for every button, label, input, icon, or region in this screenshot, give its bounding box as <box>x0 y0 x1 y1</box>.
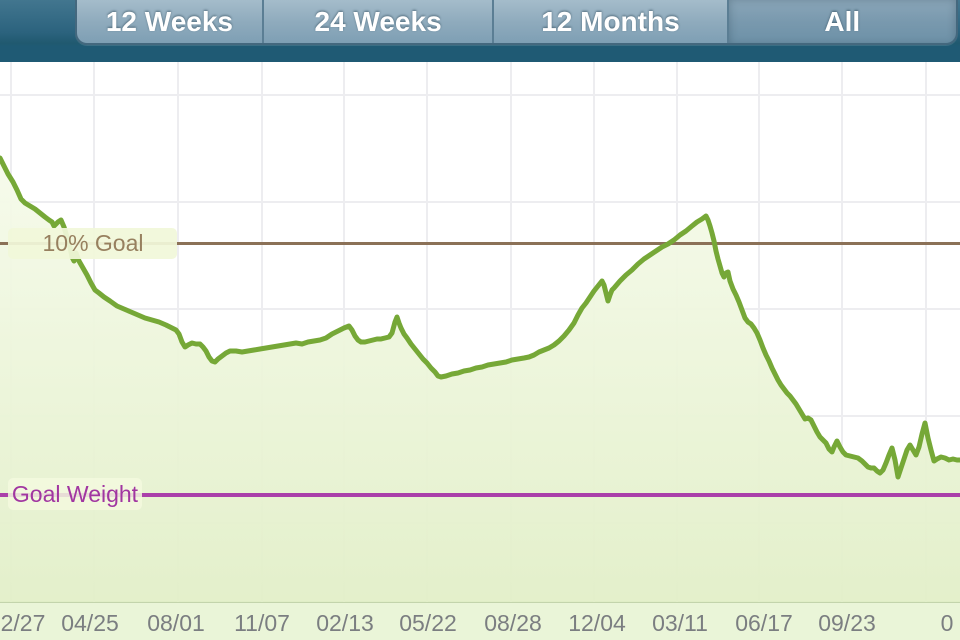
tab-12-months[interactable]: 12 Months <box>494 0 729 43</box>
x-axis-label: 12/04 <box>568 610 626 636</box>
time-range-bar: 12 Weeks 24 Weeks 12 Months All <box>0 0 960 62</box>
goal-weight-badge-bg <box>8 478 142 510</box>
tab-12-weeks[interactable]: 12 Weeks <box>77 0 264 43</box>
x-axis-label: 11/07 <box>234 610 290 636</box>
x-axis-label: 08/01 <box>147 610 205 636</box>
x-axis-label: 05/22 <box>399 610 457 636</box>
x-axis-label: 04/25 <box>61 610 119 636</box>
x-axis-label: 0 <box>940 610 954 636</box>
tab-all[interactable]: All <box>728 0 956 43</box>
x-axis-label: 08/28 <box>484 610 542 636</box>
ten-percent-goal-badge: 10% Goal <box>8 228 177 259</box>
ten-percent-goal-badge-bg <box>8 228 177 259</box>
x-axis-label: 2/27 <box>0 610 46 636</box>
tab-label: 12 Months <box>541 6 680 37</box>
ten-percent-goal-label: 10% Goal <box>42 230 143 256</box>
goal-weight-label: Goal Weight <box>12 481 139 507</box>
tab-label: 24 Weeks <box>314 6 442 37</box>
time-range-segmented-control: 12 Weeks 24 Weeks 12 Months All <box>75 0 958 45</box>
tab-label: All <box>824 6 861 37</box>
tab-24-weeks[interactable]: 24 Weeks <box>263 0 495 43</box>
x-axis-label: 09/23 <box>818 610 876 636</box>
x-axis-label: 02/13 <box>316 610 374 636</box>
x-axis-label: 06/17 <box>735 610 793 636</box>
goal-weight-badge: Goal Weight <box>8 478 142 510</box>
x-axis-label: 03/11 <box>652 610 708 636</box>
weight-trend-line <box>0 155 960 480</box>
tab-label: 12 Weeks <box>105 6 233 37</box>
x-axis-labels: 2/27 04/25 08/01 11/07 02/13 05/22 08/28 12/04 0… <box>0 602 960 640</box>
x-axis-band <box>0 602 960 640</box>
